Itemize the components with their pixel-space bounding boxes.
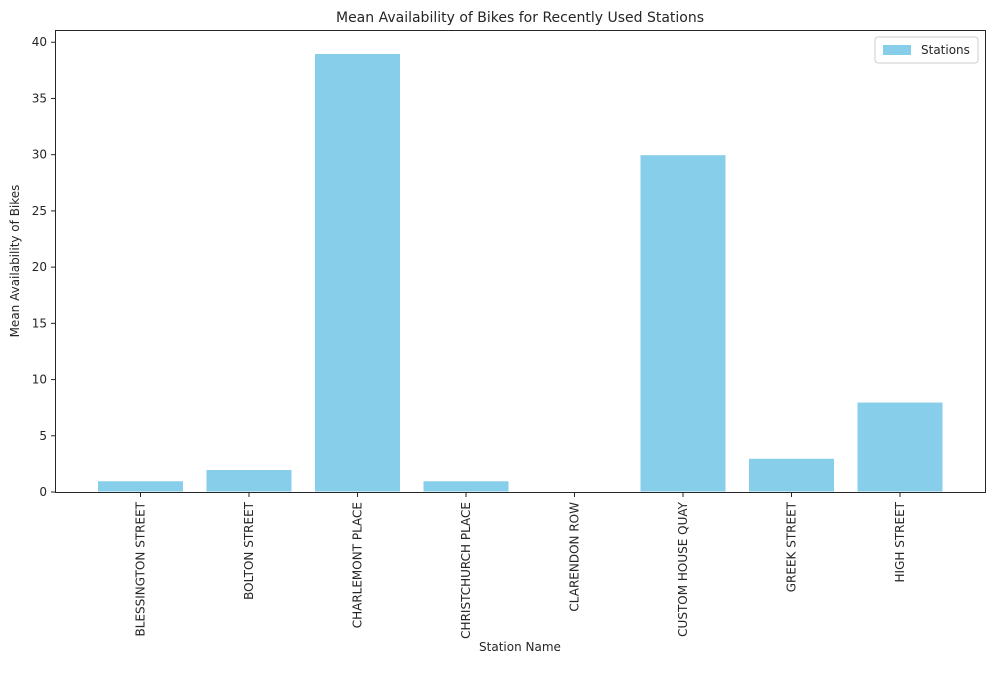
legend-swatch bbox=[883, 45, 911, 55]
bar-greek-street bbox=[748, 457, 835, 493]
legend-label: Stations bbox=[921, 43, 970, 57]
x-tick-label: CLARENDON ROW bbox=[568, 502, 582, 612]
bars bbox=[97, 52, 944, 493]
bar-bolton-street bbox=[205, 469, 293, 493]
y-tick-label: 20 bbox=[32, 260, 47, 274]
bar-custom-house-quay bbox=[639, 154, 727, 493]
x-tick-label: BLESSINGTON STREET bbox=[134, 501, 148, 636]
y-tick-label: 30 bbox=[32, 148, 47, 162]
bar-charlemont-place bbox=[314, 52, 401, 493]
y-tick-label: 5 bbox=[39, 429, 47, 443]
y-tick-label: 25 bbox=[32, 204, 47, 218]
y-tick-label: 10 bbox=[32, 373, 47, 387]
x-tick-label: CUSTOM HOUSE QUAY bbox=[676, 501, 690, 636]
x-tick-label: HIGH STREET bbox=[893, 501, 907, 582]
legend-frame bbox=[874, 36, 979, 64]
bar-high-street bbox=[856, 401, 944, 493]
x-axis-label: Station Name bbox=[479, 640, 561, 654]
x-tick-label: CHARLEMONT PLACE bbox=[351, 502, 365, 628]
legend: Stations bbox=[874, 36, 979, 64]
plot-area-frame bbox=[55, 30, 986, 493]
y-tick-label: 40 bbox=[32, 35, 47, 49]
y-tick-label: 0 bbox=[39, 485, 47, 499]
x-tick-label: GREEK STREET bbox=[785, 501, 799, 592]
y-tick-label: 15 bbox=[32, 316, 47, 330]
x-axis-ticks: BLESSINGTON STREET BOLTON STREET CHARLEMON… bbox=[134, 492, 907, 639]
bar-blessington-street bbox=[97, 480, 184, 493]
x-tick-label: BOLTON STREET bbox=[242, 501, 256, 600]
chart-title: Mean Availability of Bikes for Recently … bbox=[336, 10, 704, 26]
y-axis-ticks: 0 5 10 15 20 25 30 35 40 bbox=[32, 35, 56, 499]
y-tick-label: 35 bbox=[32, 91, 47, 105]
x-tick-label: CHRISTCHURCH PLACE bbox=[459, 502, 473, 639]
y-axis-label: Mean Availability of Bikes bbox=[8, 185, 22, 338]
bar-christchurch-place bbox=[422, 480, 510, 493]
